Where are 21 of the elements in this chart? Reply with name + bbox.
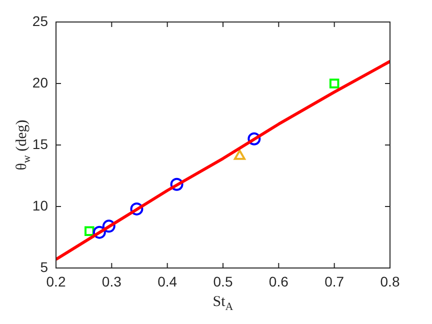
y-tick-label: 15	[32, 136, 48, 152]
y-axis-title: θw (deg)	[14, 120, 33, 170]
point	[234, 150, 246, 160]
point	[92, 226, 106, 239]
point	[84, 226, 94, 236]
point	[329, 78, 340, 88]
y-tick-label: 10	[32, 197, 48, 214]
x-tick-label: 0.3	[102, 273, 122, 290]
x-tick-label: 0.5	[213, 273, 233, 290]
point	[102, 220, 116, 233]
point	[248, 132, 261, 146]
x-tick-label: 0.4	[158, 273, 178, 290]
x-tick-label: 0.2	[46, 273, 66, 290]
x-tick-label: 0.8	[380, 273, 400, 290]
x-tick-label: 0.7	[324, 273, 344, 290]
y-tick-label: 25	[32, 12, 48, 29]
point	[130, 202, 144, 216]
point	[170, 178, 184, 191]
y-tick-label: 20	[32, 74, 48, 90]
x-tick-label: 0.6	[268, 273, 289, 290]
y-tick-label: 5	[40, 258, 48, 275]
